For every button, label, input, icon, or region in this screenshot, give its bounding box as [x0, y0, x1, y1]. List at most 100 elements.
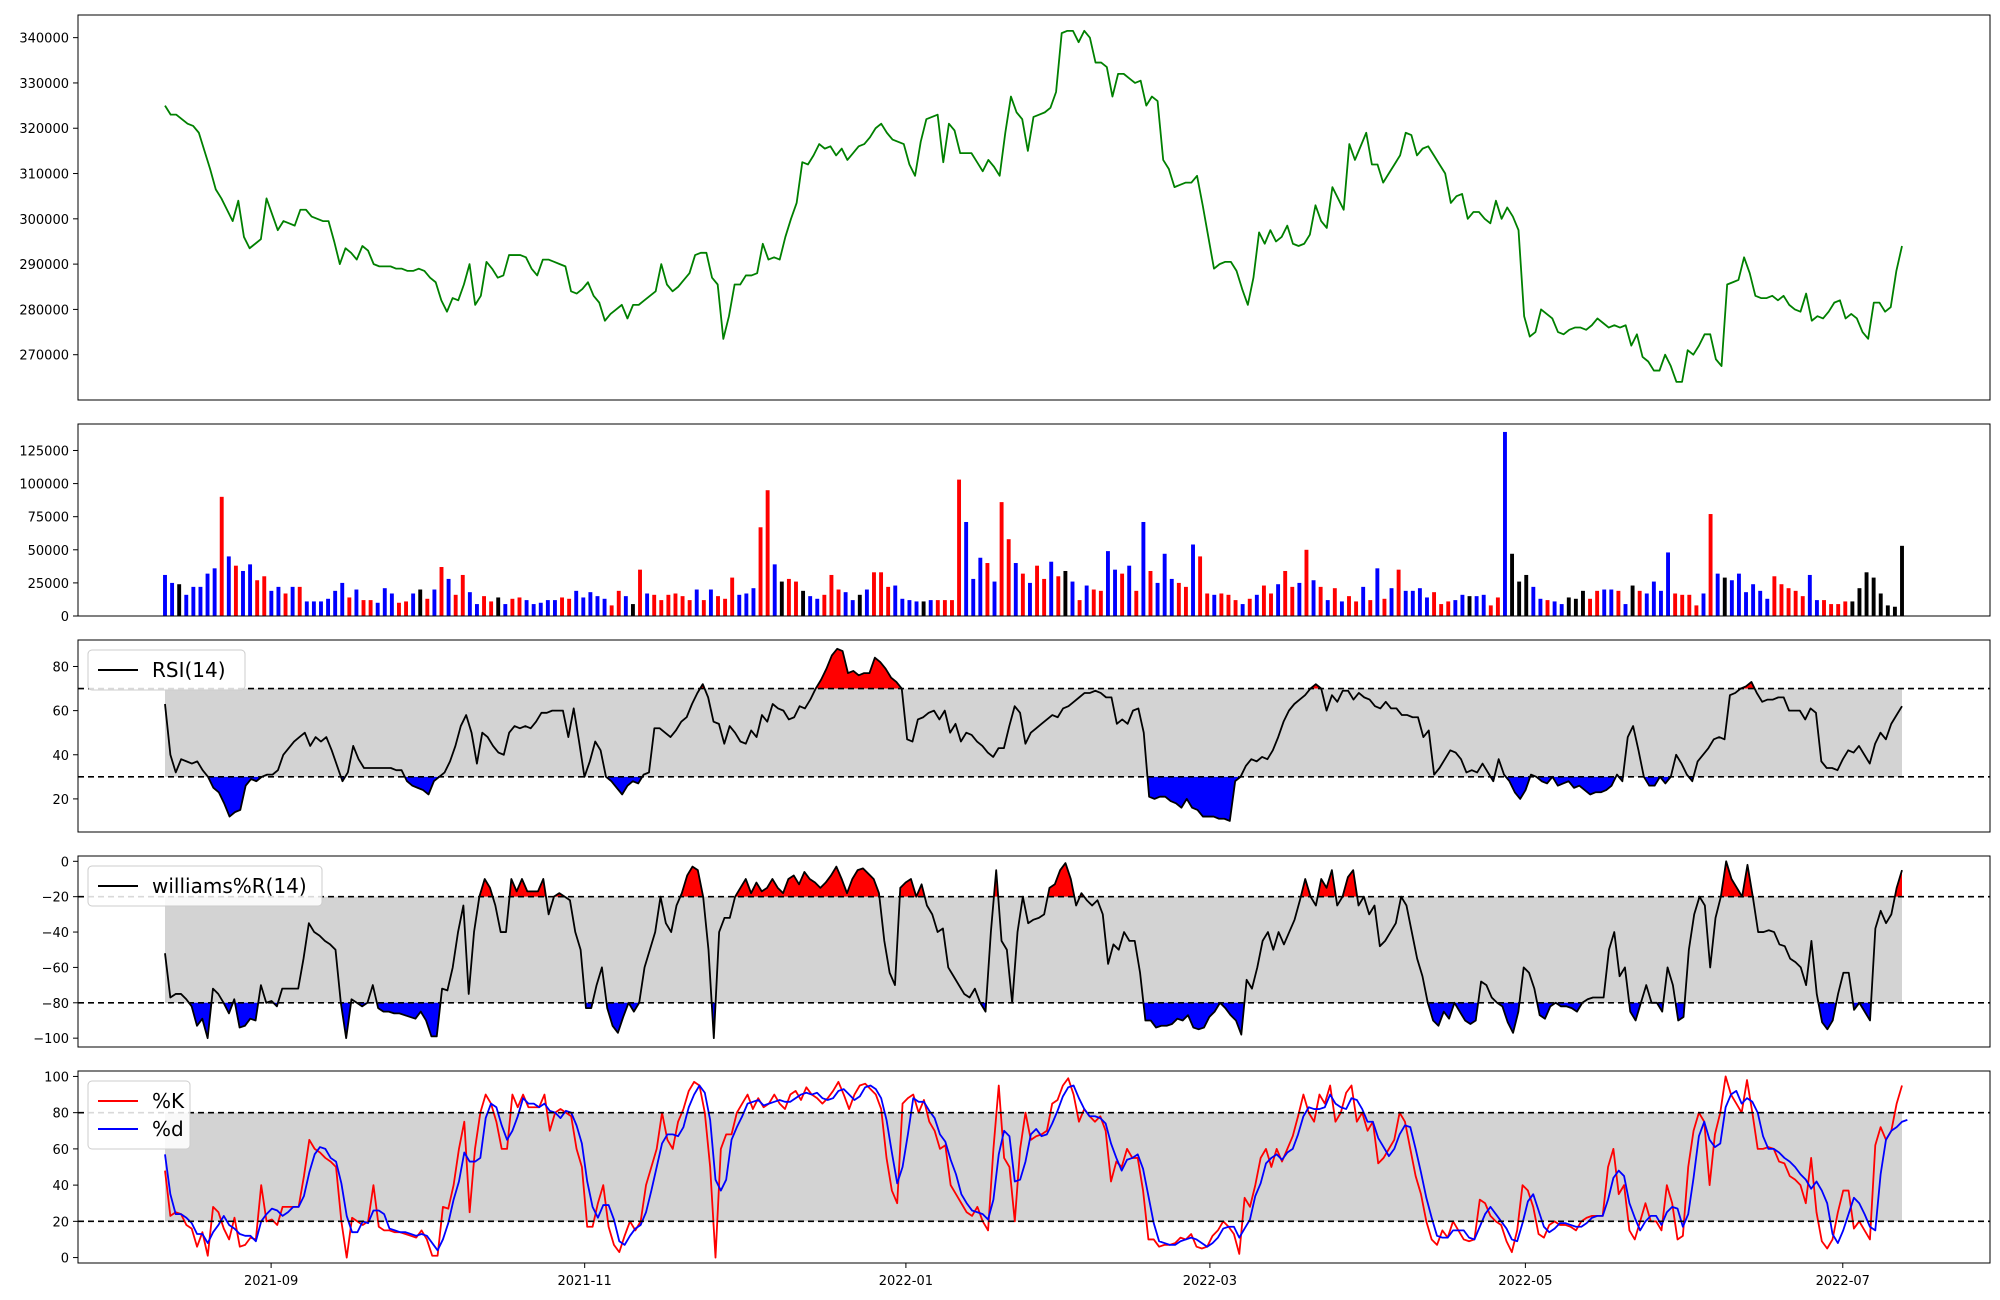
volume-bar	[1892, 606, 1897, 616]
volume-bar	[1460, 594, 1465, 616]
volume-bar	[361, 600, 366, 616]
volume-bar	[1247, 598, 1252, 616]
volume-bar	[191, 586, 196, 616]
volume-bar	[815, 598, 820, 616]
volume-bar	[319, 601, 323, 616]
williams-legend-label: williams%R(14)	[152, 874, 307, 898]
williams-ytick-label: −80	[42, 997, 69, 1012]
volume-bar	[1070, 581, 1075, 616]
volume-bar	[1219, 593, 1224, 616]
stochastic-legend: %K %d	[87, 1080, 191, 1150]
volume-bar	[1878, 593, 1883, 616]
volume-bar	[1666, 552, 1670, 616]
volume-bar	[1375, 568, 1380, 616]
volume-bar	[1680, 594, 1685, 616]
volume-bar	[1453, 600, 1458, 616]
volume-bar	[241, 570, 245, 616]
volume-bar	[992, 581, 997, 616]
volume-bar	[1708, 514, 1713, 616]
stochastic-ytick-label: 100	[44, 1070, 69, 1085]
volume-bar	[1297, 582, 1302, 616]
williams-ytick-label: −40	[42, 926, 69, 941]
volume-bar	[340, 582, 345, 616]
price-ytick-label: 280000	[19, 303, 69, 318]
volume-bar	[1183, 586, 1188, 616]
rsi-ytick-label: 60	[52, 705, 69, 720]
volume-bar	[1807, 574, 1812, 616]
volume-bar	[1722, 577, 1727, 616]
price-ytick-label: 320000	[19, 122, 69, 137]
volume-bar	[432, 589, 437, 616]
volume-bar	[758, 527, 763, 616]
volume-bar	[1013, 563, 1018, 616]
volume-bar	[850, 600, 855, 616]
stochastic-panel: 0 20 40 60 80 100 %K %d	[44, 1070, 1991, 1267]
volume-bar	[999, 502, 1004, 616]
price-ytick-label: 290000	[19, 258, 69, 273]
volume-bar	[1595, 590, 1600, 616]
volume-bar	[1120, 573, 1125, 616]
stochastic-line-1	[164, 1084, 1908, 1252]
volume-bar	[1127, 565, 1132, 616]
volume-bar	[177, 584, 182, 616]
volume-ytick-label: 0	[61, 610, 69, 625]
volume-bar	[1304, 549, 1309, 616]
volume-bar	[467, 592, 472, 616]
volume-bar	[1134, 590, 1139, 616]
volume-bar	[184, 594, 189, 616]
volume-panel: 0 25000 50000 75000 100000 125000	[19, 423, 1991, 625]
volume-bar	[708, 589, 713, 616]
volume-bar	[1205, 593, 1210, 616]
price-frame	[77, 14, 1991, 401]
volume-bar	[368, 600, 373, 616]
volume-bar	[1630, 585, 1635, 616]
volume-bar	[1091, 589, 1096, 616]
volume-bar	[744, 593, 749, 616]
volume-bar	[269, 590, 274, 616]
volume-bar	[1651, 581, 1656, 616]
volume-bar	[602, 598, 607, 616]
volume-bar	[942, 600, 947, 616]
williams-oversold-fill	[188, 1002, 1872, 1039]
volume-bar	[623, 596, 628, 616]
volume-bar	[935, 600, 940, 616]
stochastic-ytick-label: 80	[52, 1107, 69, 1122]
volume-bar	[1325, 600, 1330, 616]
volume-bar	[581, 597, 586, 616]
volume-bar	[1474, 596, 1479, 616]
volume-bar	[1155, 582, 1160, 616]
volume-bar	[524, 600, 529, 616]
volume-bar	[538, 602, 543, 616]
williams-ytick-label: 0	[61, 855, 69, 870]
volume-bar	[1332, 588, 1337, 616]
volume-bar	[226, 556, 231, 616]
stochastic-frame	[77, 1070, 1991, 1264]
rsi-legend: RSI(14)	[87, 649, 246, 691]
volume-bar	[1644, 593, 1649, 616]
volume-bar	[1659, 590, 1663, 616]
volume-bar	[1581, 590, 1585, 616]
stochastic-legend-box	[87, 1080, 191, 1150]
volume-bar	[1226, 594, 1231, 616]
volume-bar	[1382, 598, 1387, 616]
volume-bar	[1098, 590, 1103, 616]
volume-bar	[439, 567, 444, 616]
rsi-line-0	[164, 647, 1903, 822]
volume-bar	[1198, 556, 1203, 616]
volume-bar	[354, 589, 359, 616]
volume-bar	[219, 496, 224, 616]
volume-bar	[404, 601, 408, 616]
volume-bar	[482, 596, 486, 616]
volume-bar	[1637, 590, 1642, 616]
volume-bar	[503, 604, 508, 616]
volume-bar	[489, 601, 494, 616]
volume-bar	[737, 594, 742, 616]
volume-bar	[666, 594, 671, 616]
volume-bar	[389, 593, 394, 616]
volume-bar	[567, 598, 572, 616]
volume-bar	[297, 586, 302, 616]
volume-bar	[928, 600, 933, 616]
williams-legend-box	[87, 865, 323, 907]
volume-bar	[283, 593, 288, 616]
